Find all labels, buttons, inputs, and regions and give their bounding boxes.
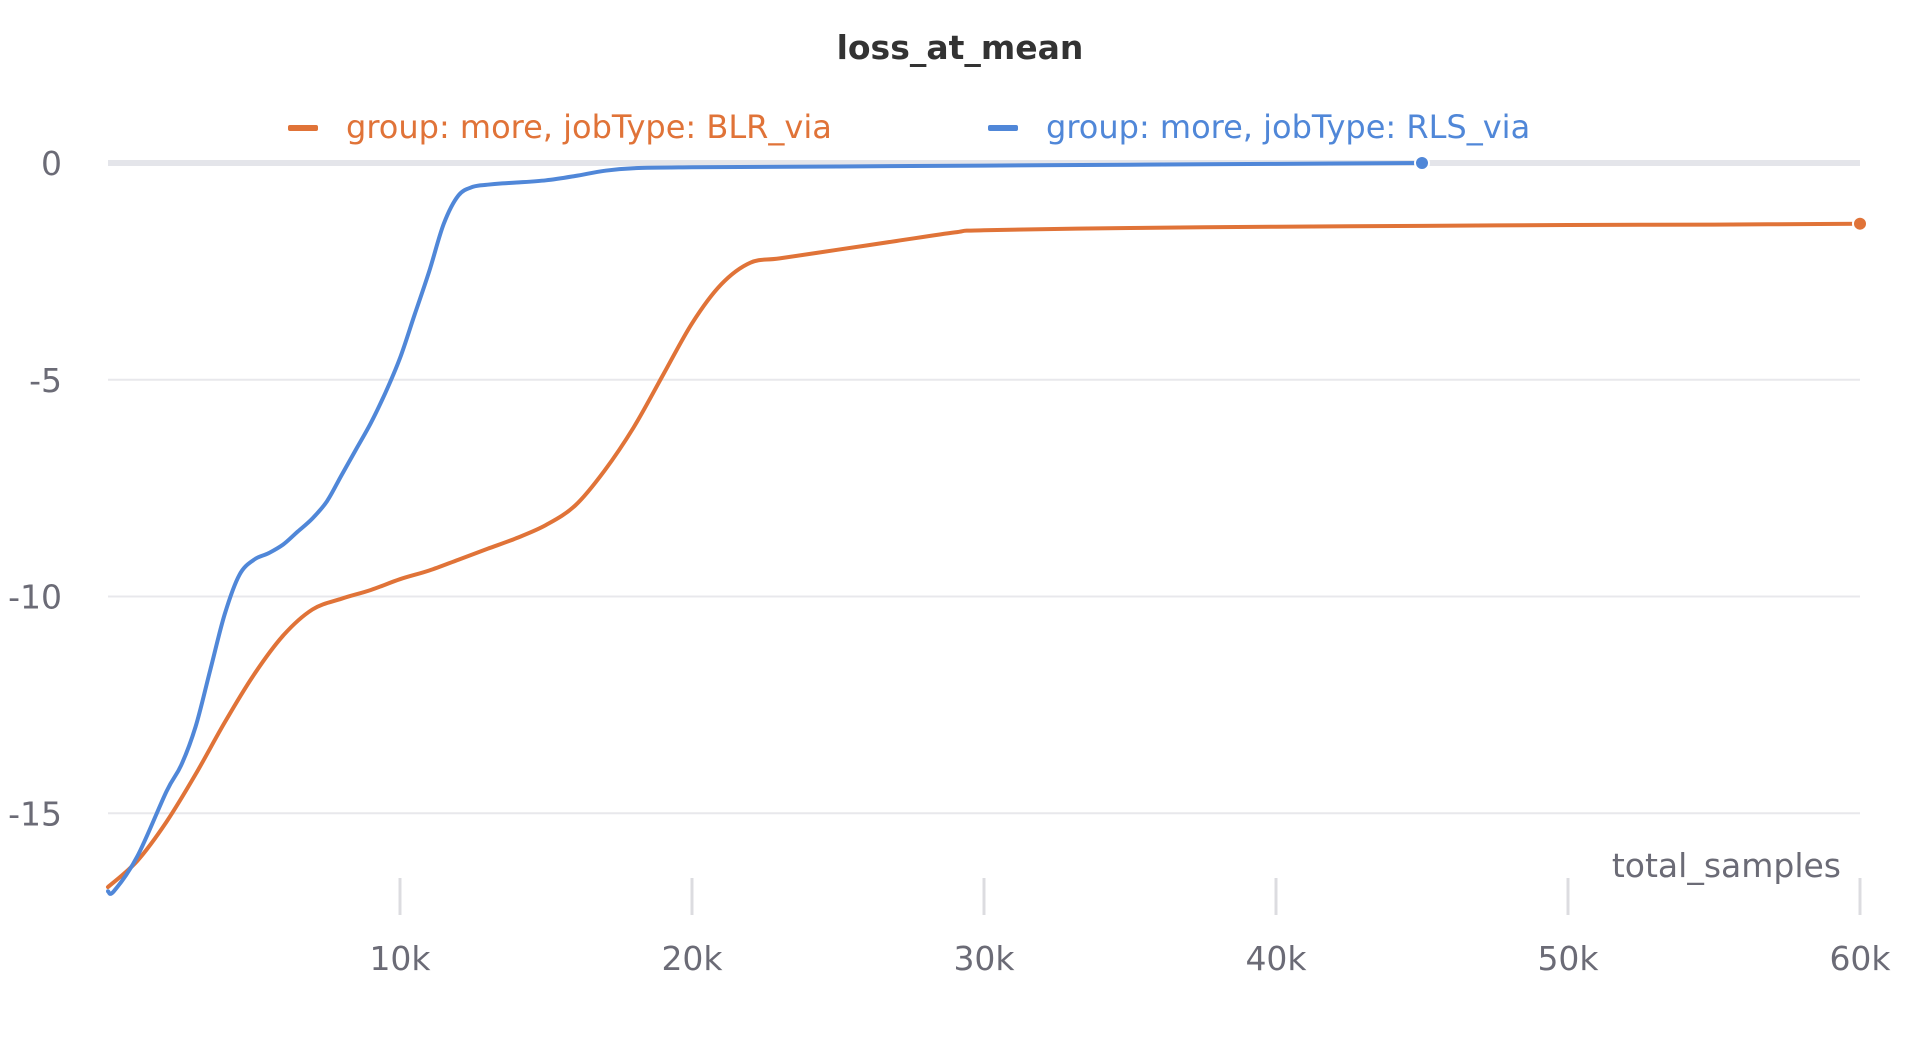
series-end-marker-0 <box>1852 215 1868 232</box>
x-axis-title: total_samples <box>1612 846 1841 885</box>
x-axis: 10k 20k 30k 40k 50k 60k <box>369 878 1891 978</box>
legend-swatch-0 <box>288 125 318 131</box>
y-axis: 0 -5 -10 -15 <box>8 144 62 833</box>
grid <box>108 160 1860 815</box>
series-layer <box>106 155 1868 896</box>
series-line-0 <box>106 221 1862 889</box>
y-tick-label-0: 0 <box>41 144 62 183</box>
x-tick-label-4: 50k <box>1537 939 1599 978</box>
legend-swatch-1 <box>988 125 1018 131</box>
series-line-1 <box>106 161 1424 896</box>
legend-item-0[interactable]: group: more, jobType: BLR_via <box>288 108 832 146</box>
legend-label-1: group: more, jobType: RLS_via <box>1046 108 1530 146</box>
y-tick-label-3: -15 <box>8 794 62 833</box>
legend-label-0: group: more, jobType: BLR_via <box>346 108 832 146</box>
x-tick-label-1: 20k <box>661 939 723 978</box>
chart-title: loss_at_mean <box>837 28 1084 67</box>
legend-item-1[interactable]: group: more, jobType: RLS_via <box>988 108 1530 146</box>
x-tick-label-2: 30k <box>953 939 1015 978</box>
y-tick-label-2: -10 <box>8 578 62 617</box>
x-tick-label-5: 60k <box>1829 939 1891 978</box>
legend: group: more, jobType: BLR_via group: more… <box>288 108 1530 146</box>
x-tick-label-3: 40k <box>1245 939 1307 978</box>
series-end-marker-1 <box>1414 155 1430 171</box>
x-tick-label-0: 10k <box>369 939 431 978</box>
y-tick-label-1: -5 <box>29 361 62 400</box>
